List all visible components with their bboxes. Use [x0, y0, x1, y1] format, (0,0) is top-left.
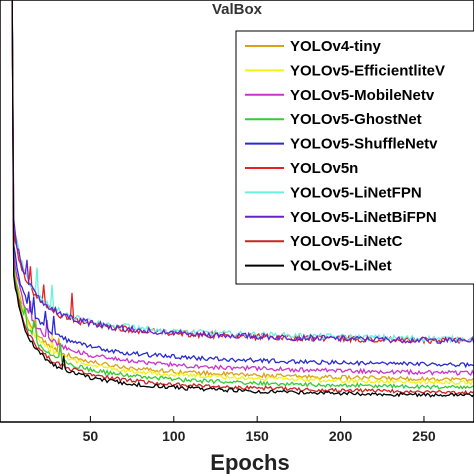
legend-label: YOLOv5-ShuffleNetv: [290, 136, 438, 153]
series-line-4: [11, 0, 474, 369]
x-axis-label: Epochs: [210, 450, 289, 474]
series-line-7: [11, 0, 474, 344]
legend-label: YOLOv5-LiNetBiFPN: [290, 209, 437, 226]
legend-label: YOLOv5n: [290, 160, 358, 177]
plot-frame: [0, 0, 474, 423]
legend-label: YOLOv5-GhostNet: [290, 111, 422, 128]
chart-title: ValBox: [212, 1, 263, 18]
legend-label: YOLOv5-LiNetFPN: [290, 184, 422, 201]
series-line-9: [11, 0, 474, 398]
series-line-1: [11, 0, 474, 386]
series-line-2: [11, 0, 474, 377]
legend-label: YOLOv5-EfficientliteV: [290, 62, 445, 79]
x-ticks: 50 100 150 200 250: [83, 416, 436, 444]
legend-label: YOLOv4-tiny: [290, 38, 382, 55]
series-line-6: [11, 0, 474, 344]
x-tick-label: 200: [329, 428, 353, 444]
x-tick-label: 250: [412, 428, 436, 444]
series-line-0: [11, 0, 474, 383]
x-tick-label: 100: [162, 428, 186, 444]
legend: YOLOv4-tiny YOLOv5-EfficientliteV YOLOv5-M…: [235, 30, 474, 285]
series-line-3: [11, 0, 474, 390]
legend-label: YOLOv5-MobileNetv: [290, 87, 435, 104]
legend-label: YOLOv5-LiNetC: [290, 233, 403, 250]
series-lines: [11, 0, 474, 398]
x-tick-label: 150: [245, 428, 269, 444]
series-line-8: [11, 0, 474, 395]
legend-label: YOLOv5-LiNet: [290, 258, 392, 275]
x-tick-label: 50: [83, 428, 99, 444]
